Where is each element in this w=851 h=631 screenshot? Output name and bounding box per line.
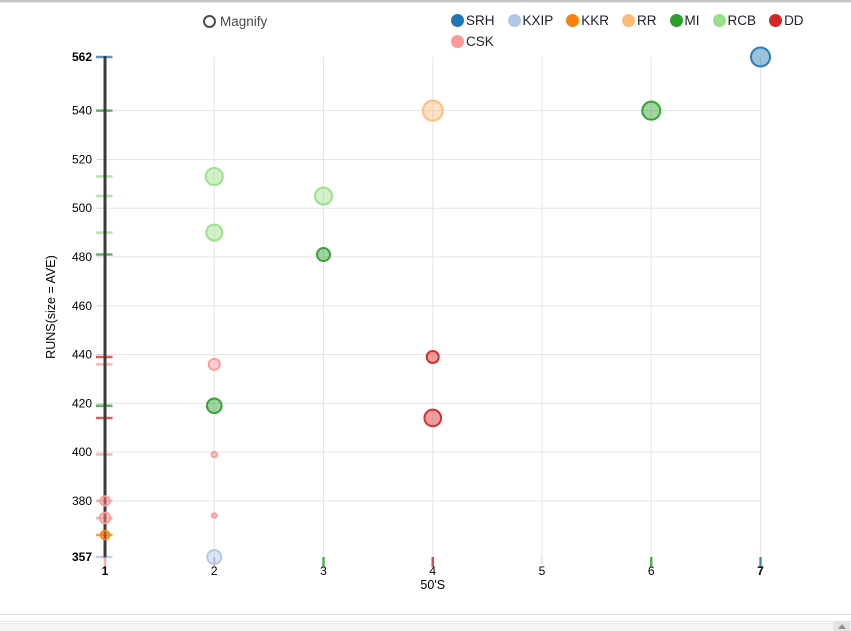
bubble-CSK[interactable] bbox=[98, 511, 112, 525]
legend-dot-KKR bbox=[566, 14, 580, 27]
y-tick-label: 520 bbox=[72, 152, 92, 166]
chart-svg[interactable]: 562 540 520 500 480 460 440 420 400 380 357 1 2 3 4 5 6 7… bbox=[0, 0, 851, 600]
top-divider bbox=[0, 0, 851, 3]
y-tick-label: 500 bbox=[72, 201, 92, 215]
legend-dot-DD bbox=[769, 14, 783, 27]
magnify-control[interactable]: Magnify bbox=[203, 14, 267, 29]
legend-dot-RCB bbox=[712, 14, 726, 27]
bubble-CSK[interactable] bbox=[210, 512, 218, 519]
x-tick-label: 6 bbox=[648, 564, 655, 578]
y-tick-label: 440 bbox=[72, 348, 92, 362]
legend-label: CSK bbox=[466, 34, 494, 49]
legend-item-MI[interactable]: MI bbox=[669, 13, 700, 28]
bubble-RCB[interactable] bbox=[205, 223, 224, 242]
legend-item-KXIP[interactable]: KXIP bbox=[507, 13, 554, 28]
y-tick-label: 420 bbox=[72, 396, 92, 410]
bubble-RCB[interactable] bbox=[314, 186, 333, 206]
bubble-CSK[interactable] bbox=[207, 357, 221, 371]
legend-dot-KXIP bbox=[507, 14, 521, 27]
bubble-DD[interactable] bbox=[423, 408, 443, 428]
y-axis-title: RUNS(size = AVE) bbox=[44, 255, 58, 359]
legend-label: RR bbox=[637, 13, 657, 28]
y-tick-label: 357 bbox=[72, 550, 92, 564]
x-axis-title: 50'S bbox=[420, 578, 445, 592]
bubble-RCB[interactable] bbox=[204, 167, 224, 187]
legend-item-RR[interactable]: RR bbox=[622, 13, 657, 28]
legend-item-RCB[interactable]: RCB bbox=[712, 13, 757, 28]
scroll-up-arrow-icon bbox=[837, 624, 846, 629]
legend-item-KKR[interactable]: KKR bbox=[566, 13, 609, 28]
scrollbar-button[interactable] bbox=[833, 622, 850, 631]
legend-item-SRH[interactable]: SRH bbox=[451, 13, 495, 28]
x-tick-label: 1 bbox=[102, 564, 109, 578]
legend-dot-RR bbox=[622, 14, 636, 27]
bubble-MI[interactable] bbox=[316, 247, 331, 263]
bottom-divider-1 bbox=[0, 614, 851, 615]
bubble-KKR[interactable] bbox=[99, 529, 111, 541]
legend-label: KXIP bbox=[522, 13, 554, 28]
x-tick-label: 4 bbox=[429, 564, 436, 578]
y-tick-label: 480 bbox=[72, 250, 92, 264]
legend-label: KKR bbox=[581, 13, 610, 28]
y-tick-label: 380 bbox=[72, 494, 92, 508]
legend-label: RCB bbox=[727, 13, 757, 28]
bubble-KXIP[interactable] bbox=[206, 549, 223, 565]
bottom-divider-2 bbox=[0, 621, 851, 622]
legend-dot-MI bbox=[669, 14, 683, 27]
magnify-label: Magnify bbox=[220, 14, 268, 29]
legend-label: DD bbox=[784, 13, 804, 28]
x-tick-label: 5 bbox=[539, 564, 546, 578]
bubble-RR[interactable] bbox=[421, 99, 444, 122]
legend-item-DD[interactable]: DD bbox=[769, 13, 804, 28]
bubble-MI[interactable] bbox=[641, 100, 662, 121]
bubble-CSK[interactable] bbox=[99, 495, 111, 507]
x-tick-label: 2 bbox=[211, 564, 218, 578]
y-tick-label: 460 bbox=[72, 299, 92, 313]
legend-label: MI bbox=[684, 13, 700, 28]
y-tick-label: 400 bbox=[72, 445, 92, 459]
bubble-MI[interactable] bbox=[205, 397, 223, 415]
x-tick-label: 7 bbox=[757, 564, 764, 578]
y-tick-label: 540 bbox=[72, 104, 92, 118]
legend-label: SRH bbox=[466, 13, 495, 28]
magnify-radio-icon[interactable] bbox=[203, 15, 216, 28]
y-tick-label: 562 bbox=[72, 50, 92, 64]
legend: SRH KXIP KKR RR MI RCB DD CSK bbox=[451, 13, 823, 49]
legend-dot-CSK bbox=[451, 35, 464, 48]
legend-dot-SRH bbox=[451, 14, 464, 27]
legend-item-CSK[interactable]: CSK bbox=[451, 34, 494, 49]
bubble-DD[interactable] bbox=[425, 350, 440, 364]
bubble-SRH[interactable] bbox=[750, 46, 771, 68]
x-tick-label: 3 bbox=[320, 564, 327, 578]
horizontal-scrollbar-track[interactable] bbox=[0, 623, 851, 631]
bubble-CSK[interactable] bbox=[210, 450, 218, 459]
